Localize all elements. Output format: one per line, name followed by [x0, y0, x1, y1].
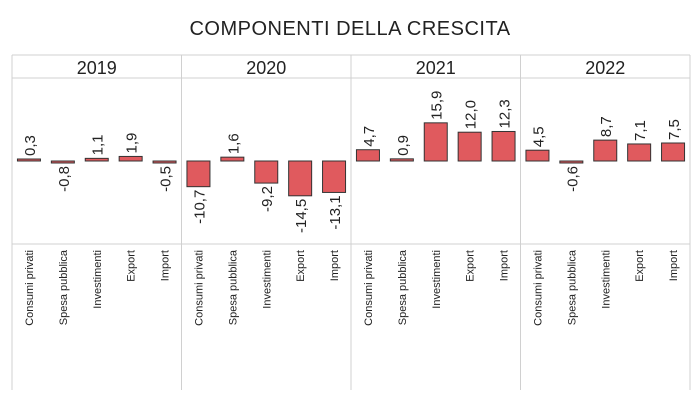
bar [322, 160, 347, 193]
panel-year-label: 2019 [77, 58, 117, 78]
category-label: Spesa pubblica [227, 249, 239, 325]
bar [491, 130, 516, 162]
bar [220, 156, 245, 162]
category-label: Investimenti [92, 250, 104, 309]
category-label: Export [295, 250, 307, 282]
bar [627, 143, 652, 162]
category-label: Import [329, 250, 341, 281]
category-label: Investimenti [261, 250, 273, 309]
bar [288, 160, 313, 197]
bar [661, 142, 686, 162]
data-label: -10,7 [191, 190, 208, 224]
category-label: Import [160, 250, 172, 281]
bar [254, 160, 279, 184]
data-label: 7,5 [666, 119, 683, 140]
category-label: Consumi privati [363, 250, 375, 326]
bar [389, 158, 414, 162]
category-label: Spesa pubblica [566, 249, 578, 325]
category-label: Export [126, 250, 138, 282]
bar [152, 160, 177, 164]
bar [423, 122, 448, 162]
data-label: -0,5 [158, 166, 175, 192]
data-label: 8,7 [598, 116, 615, 137]
data-label: 1,1 [90, 135, 107, 156]
panel-year-label: 2021 [416, 58, 456, 78]
category-label: Import [668, 250, 680, 281]
data-label: 4,5 [530, 126, 547, 147]
category-label: Investimenti [431, 250, 443, 309]
data-label: 4,7 [361, 126, 378, 147]
data-label: 0,9 [395, 135, 412, 156]
data-label: 0,3 [22, 135, 39, 156]
bar [118, 155, 143, 162]
data-label: -14,5 [293, 199, 310, 233]
data-label: -13,1 [327, 195, 344, 229]
data-label: 12,3 [497, 99, 514, 128]
data-label: 1,6 [225, 133, 242, 154]
chart-title: COMPONENTI DELLA CRESCITA [189, 18, 511, 40]
category-label: Consumi privati [193, 250, 205, 326]
category-label: Consumi privati [532, 250, 544, 326]
data-label: -9,2 [259, 186, 276, 212]
bar [593, 139, 618, 162]
bar [525, 149, 550, 162]
data-label: 15,9 [429, 91, 446, 120]
category-label: Spesa pubblica [397, 249, 409, 325]
bar [457, 131, 482, 162]
bar [16, 158, 41, 162]
panel-year-label: 2020 [246, 58, 286, 78]
data-label: -0,6 [564, 166, 581, 192]
category-label: Consumi privati [24, 250, 36, 326]
panel-year-label: 2022 [585, 58, 625, 78]
data-label: -0,8 [56, 166, 73, 192]
bar [355, 149, 380, 162]
bar [559, 160, 584, 164]
data-label: 12,0 [463, 100, 480, 129]
category-label: Investimenti [600, 250, 612, 309]
bar [84, 157, 109, 162]
category-label: Export [465, 250, 477, 282]
bar [186, 160, 211, 188]
data-label: 1,9 [124, 133, 141, 154]
category-label: Import [499, 250, 511, 281]
data-label: 7,1 [632, 120, 649, 141]
bar [50, 160, 75, 164]
category-label: Export [634, 250, 646, 282]
category-label: Spesa pubblica [58, 249, 70, 325]
